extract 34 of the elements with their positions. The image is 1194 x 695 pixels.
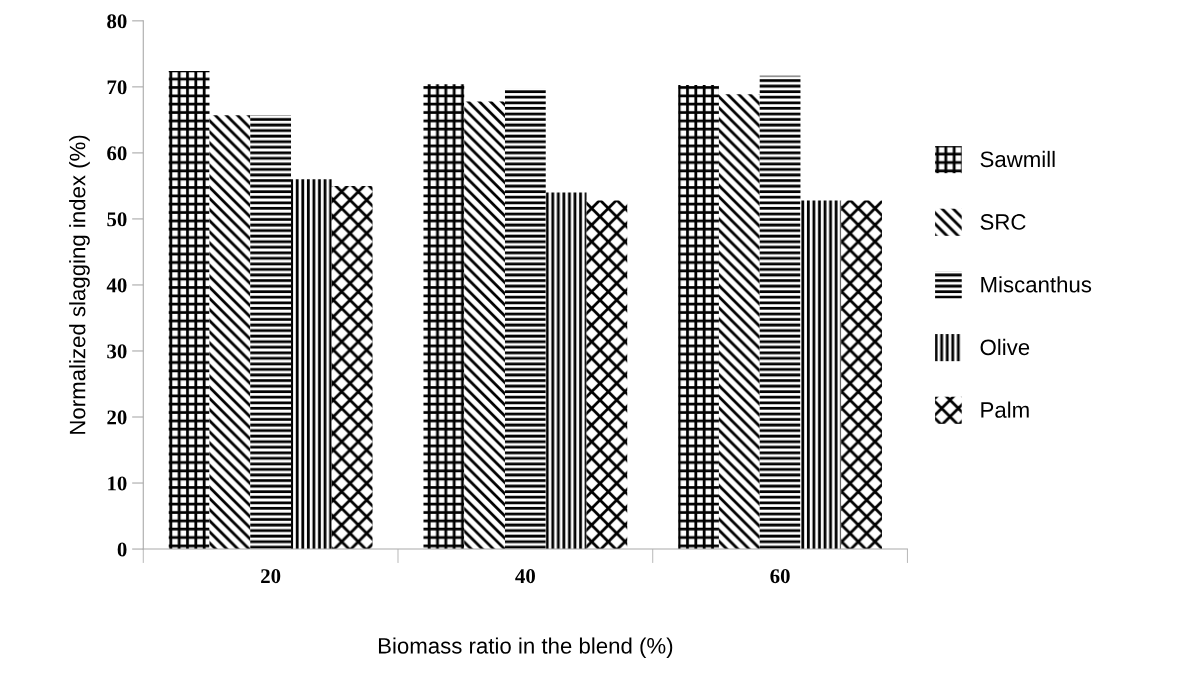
bar <box>678 84 719 550</box>
legend-label: SRC <box>980 214 1026 230</box>
bar <box>759 75 801 550</box>
bar <box>291 179 332 550</box>
y-tick-label: 50 <box>107 212 127 227</box>
y-tick-label: 60 <box>107 146 127 161</box>
y-tick-label: 80 <box>107 14 127 29</box>
legend-label: Sawmill <box>980 150 1055 168</box>
x-tick-label: 60 <box>770 569 790 584</box>
x-tick-label: 20 <box>261 569 281 584</box>
bar <box>423 84 465 550</box>
bar <box>464 101 505 550</box>
legend-label: Miscanthus <box>981 276 1092 293</box>
bar <box>718 94 760 550</box>
y-tick-label: 10 <box>108 476 127 491</box>
y-tick-label: 30 <box>107 344 127 359</box>
bar <box>586 200 628 550</box>
bar <box>545 192 587 550</box>
y-tick-label: 0 <box>117 542 127 557</box>
bar <box>168 71 210 550</box>
y-tick-label: 70 <box>107 80 127 95</box>
legend-label: Olive <box>980 338 1030 356</box>
x-axis-title: Biomass ratio in the blend (%) <box>378 637 673 659</box>
bar <box>250 115 292 550</box>
y-tick-label: 20 <box>107 410 127 425</box>
legend-label: Palm <box>981 401 1029 418</box>
bar <box>841 200 882 550</box>
bar <box>209 115 251 550</box>
x-tick-label: 40 <box>515 569 535 584</box>
bar <box>504 88 546 550</box>
y-axis-title: Normalized slagging index (%) <box>69 135 90 434</box>
y-tick-label: 40 <box>106 278 127 293</box>
bar <box>331 185 373 550</box>
bar <box>800 200 842 550</box>
